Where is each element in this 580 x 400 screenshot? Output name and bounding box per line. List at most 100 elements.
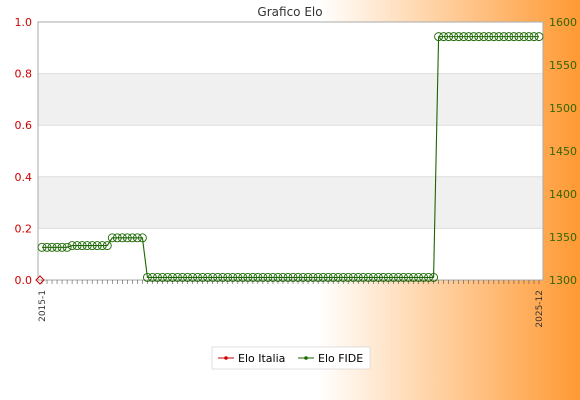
point-elo-fide [243,272,253,282]
plot-background [38,22,543,280]
point-elo-fide [328,272,338,282]
point-elo-fide [203,272,213,282]
y-left-tick-label: 0.2 [15,222,33,235]
legend-label-elo-italia: Elo Italia [238,352,285,365]
point-elo-fide [163,272,172,282]
point-elo-fide [77,241,87,251]
y-left-tick-label: 1.0 [15,16,33,29]
point-elo-fide [414,272,423,282]
y-right-tick-label: 1450 [549,145,577,158]
point-elo-fide [188,272,198,282]
point-elo-fide [102,241,112,251]
point-elo-fide [213,272,223,282]
point-elo-fide [479,32,489,42]
point-elo-fide [92,241,102,251]
y-right-tick-label: 1500 [549,102,577,115]
y-right-tick-label: 1600 [549,16,577,29]
point-elo-fide [353,272,363,282]
point-elo-fide [348,272,358,282]
point-elo-fide [238,272,248,282]
grid-band [38,73,543,126]
point-elo-fide [494,32,504,42]
point-elo-fide [474,32,484,42]
point-elo-fide [449,32,459,42]
point-elo-fide [363,272,373,282]
point-elo-fide [112,233,122,243]
point-elo-fide [529,32,539,42]
point-elo-fide [524,32,534,42]
point-elo-fide [514,32,524,42]
point-elo-fide [132,233,142,243]
point-elo-fide [142,272,152,282]
point-elo-fide [87,241,97,251]
legend-marker-elo-fide [304,356,308,360]
point-elo-fide [459,32,469,42]
point-elo-fide [333,272,343,282]
point-elo-fide [283,272,293,282]
legend-box [211,346,371,370]
point-elo-fide [424,272,434,282]
point-elo-fide [509,32,519,42]
point-elo-fide [343,272,353,282]
legend-marker-elo-italia [224,356,228,360]
series-line-elo-fide [42,36,539,278]
point-elo-fide [218,272,228,282]
point-elo-fide [313,272,323,282]
point-elo-fide [373,272,383,282]
point-elo-fide [117,233,127,243]
point-elo-fide [338,272,348,282]
point-elo-fide [318,272,328,282]
point-elo-fide [454,32,464,42]
y-left-tick-label: 0.4 [15,171,33,184]
point-elo-fide [228,272,238,282]
point-elo-fide [429,272,439,282]
point-elo-fide [484,32,494,42]
point-elo-fide [434,32,444,42]
point-elo-fide [399,272,408,282]
y-right-tick-label: 1300 [549,274,577,287]
point-elo-fide [388,272,398,282]
point-elo-fide [198,272,208,282]
point-elo-fide [127,233,137,243]
legend: Elo Italia Elo FIDE [211,346,371,370]
plot-border [37,21,544,281]
point-elo-fide [469,32,479,42]
point-elo-fide [444,32,454,42]
point-elo-fide [263,272,273,282]
point-elo-fide [62,242,72,252]
point-elo-fide [278,272,288,282]
point-elo-fide [42,242,52,252]
point-elo-fide [223,272,233,282]
point-elo-fide [368,272,378,282]
point-elo-fide [208,272,218,282]
point-elo-fide [193,272,203,282]
y-left-tick-label: 0.0 [15,274,33,287]
point-elo-fide [253,272,263,282]
point-elo-fide [52,242,62,252]
point-elo-fide [419,272,428,282]
point-elo-fide [72,241,82,251]
plot-area: 0.0 0.2 0.4 0.6 0.8 1.0 1300 1350 1400 1450 1500 15… [15,16,578,328]
point-elo-fide [248,272,258,282]
y-right-tick-label: 1550 [549,59,577,72]
chart-title: Grafico Elo [257,5,322,19]
x-tick-label-last: 2025-12 [535,290,545,328]
point-elo-fide [178,272,188,282]
point-elo-fide [298,272,308,282]
point-elo-fide [47,242,57,252]
point-elo-fide [464,32,474,42]
point-elo-fide [409,272,418,282]
point-elo-italia [35,275,45,285]
point-elo-fide [288,272,298,282]
point-elo-fide [258,272,268,282]
point-elo-fide [67,241,77,251]
point-elo-fide [383,272,393,282]
point-elo-fide [273,272,283,282]
legend-label-elo-fide: Elo FIDE [318,352,363,365]
point-elo-fide [293,272,303,282]
point-elo-fide [504,32,514,42]
point-elo-fide [122,233,132,243]
point-elo-fide [57,242,67,252]
point-elo-fide [534,32,544,42]
